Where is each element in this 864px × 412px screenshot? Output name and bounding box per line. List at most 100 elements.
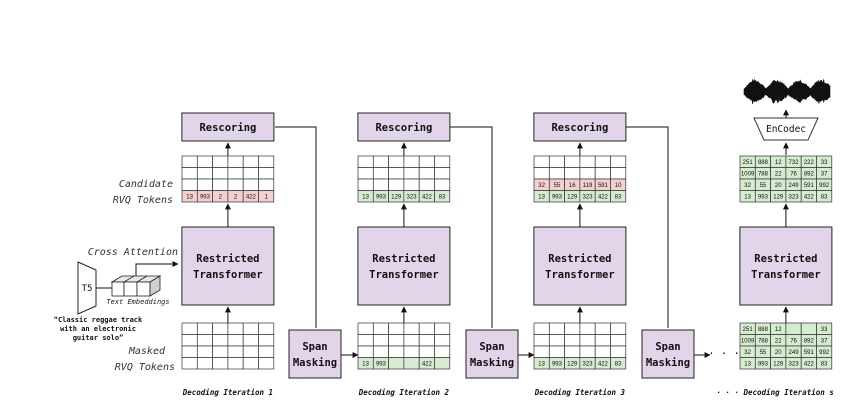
token-value: 323 — [583, 361, 594, 367]
token-cell — [258, 178, 275, 191]
token-cell — [258, 155, 275, 168]
token-cell — [403, 178, 420, 191]
transformer-label-line2: Transformer — [751, 269, 821, 281]
token-value: 129 — [567, 194, 578, 200]
token-value: 13 — [362, 361, 369, 367]
cross-attention-edge — [135, 261, 179, 276]
token-cell — [212, 178, 229, 191]
span-masking-box-1: Span Masking — [288, 329, 342, 379]
token-cell — [579, 167, 596, 180]
token-cell — [800, 322, 817, 335]
span-masking-label-1b: Masking — [293, 357, 337, 369]
token-value: 2 — [219, 194, 223, 200]
token-cell — [357, 322, 374, 335]
token-value: 129 — [391, 194, 402, 200]
token-cell — [181, 334, 198, 347]
token-cell — [258, 167, 275, 180]
token-cell — [548, 167, 565, 180]
token-value: 13 — [538, 194, 545, 200]
token-cell — [227, 322, 244, 335]
token-cell — [564, 167, 581, 180]
token-cell — [418, 155, 435, 168]
token-cell — [181, 345, 198, 358]
token-cell — [227, 167, 244, 180]
token-value: 422 — [804, 194, 815, 200]
token-cell — [403, 167, 420, 180]
token-cell — [357, 178, 374, 191]
token-cell — [533, 322, 550, 335]
token-cell — [388, 155, 405, 168]
token-cell — [548, 155, 565, 168]
token-cell — [610, 167, 627, 180]
token-value: 13 — [186, 194, 193, 200]
token-cell — [196, 167, 213, 180]
token-value: 129 — [567, 361, 578, 367]
token-value: 76 — [790, 171, 797, 177]
token-value: 993 — [552, 194, 563, 200]
token-value: 83 — [821, 194, 828, 200]
token-cell — [372, 334, 389, 347]
transformer-label-line1: Restricted — [372, 253, 435, 265]
token-cell — [388, 357, 405, 370]
token-value: 992 — [819, 183, 830, 189]
token-cell — [610, 155, 627, 168]
token-value: 2 — [234, 194, 238, 200]
token-cell — [242, 167, 259, 180]
token-cell — [181, 357, 198, 370]
candidate-label-line2: RVQ Tokens — [113, 195, 173, 206]
masked-tokens-grid-2: 13 993 422 — [357, 322, 451, 370]
restricted-transformer-3 — [533, 226, 627, 306]
token-cell — [227, 357, 244, 370]
rescore-to-span-edge-2 — [450, 126, 493, 328]
iteration-label-1: Decoding Iteration 1 — [182, 388, 273, 397]
token-value: 323 — [407, 194, 418, 200]
token-cell — [418, 345, 435, 358]
token-cell — [610, 357, 627, 370]
token-value: 83 — [615, 361, 622, 367]
token-value: 993 — [200, 194, 211, 200]
token-cell — [181, 178, 198, 191]
token-cell — [258, 322, 275, 335]
token-cell — [227, 334, 244, 347]
token-value: 13 — [538, 361, 545, 367]
token-value: 993 — [376, 361, 387, 367]
token-cell — [610, 345, 627, 358]
token-cell — [242, 357, 259, 370]
span-masking-label-3a: Span — [655, 341, 680, 353]
candidate-tokens-grid-3: 32 55 16 119 591 10 13 993 129 323 422 83 — [533, 155, 627, 203]
token-cell — [610, 322, 627, 335]
token-value: 83 — [439, 194, 446, 200]
token-value: 12 — [775, 160, 782, 166]
token-cell — [258, 345, 275, 358]
token-value: 33 — [821, 327, 828, 333]
token-value: 33 — [821, 160, 828, 166]
token-value: 37 — [821, 338, 828, 344]
token-value: 732 — [789, 160, 800, 166]
token-cell — [579, 155, 596, 168]
token-cell — [212, 155, 229, 168]
token-cell — [594, 322, 611, 335]
token-cell — [227, 155, 244, 168]
rescoring-label-2: Rescoring — [375, 122, 432, 134]
restricted-transformer-1 — [181, 226, 275, 306]
span-masking-box-3: Span Masking — [641, 329, 695, 379]
token-cell — [196, 155, 213, 168]
token-cell — [418, 178, 435, 191]
token-cell — [372, 178, 389, 191]
token-cell — [564, 155, 581, 168]
rescoring-label-3: Rescoring — [551, 122, 608, 134]
token-value: 323 — [583, 194, 594, 200]
rescoring-box-1 — [181, 112, 275, 142]
token-cell — [403, 345, 420, 358]
token-cell — [533, 345, 550, 358]
token-value: 55 — [554, 183, 561, 189]
masked-tokens-grid-1 — [181, 322, 275, 370]
token-cell — [372, 155, 389, 168]
rescoring-box-3 — [533, 112, 627, 142]
token-cell — [372, 322, 389, 335]
rescoring-label-1: Rescoring — [199, 122, 256, 134]
token-cell — [357, 155, 374, 168]
token-cell — [785, 322, 802, 335]
token-cell — [548, 334, 565, 347]
encodec-label: EnCodec — [766, 124, 806, 135]
